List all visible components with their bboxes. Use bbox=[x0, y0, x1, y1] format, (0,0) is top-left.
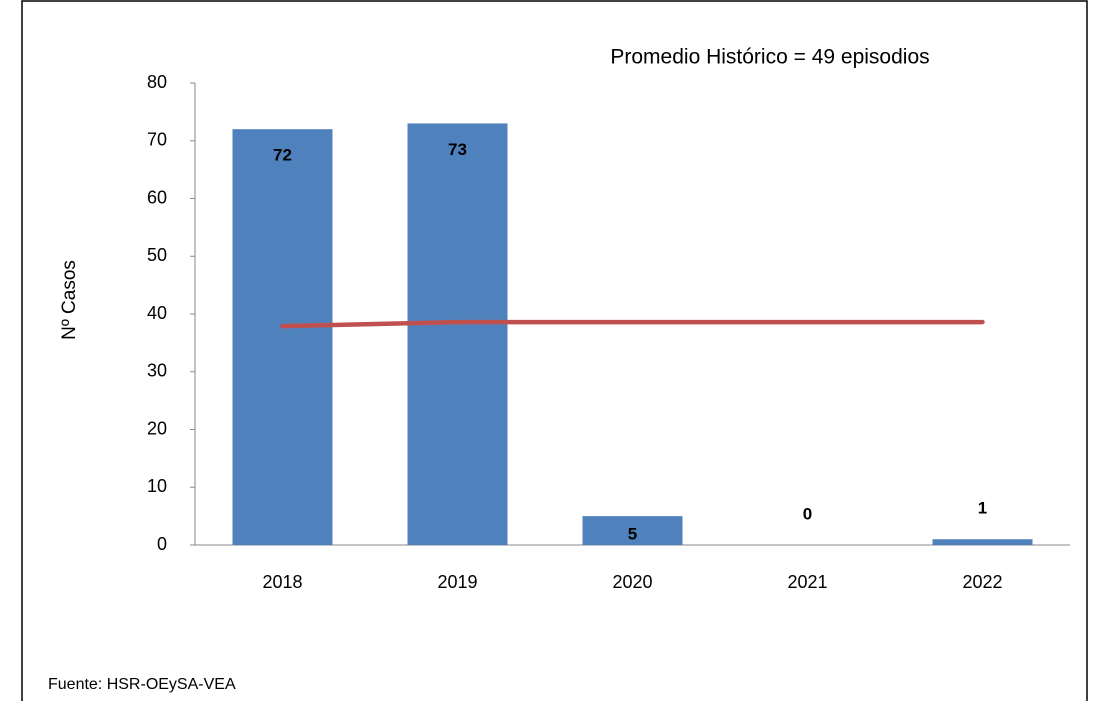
x-tick-label: 2018 bbox=[262, 572, 302, 592]
y-tick-label: 50 bbox=[147, 245, 167, 265]
y-axis-label: Nº Casos bbox=[59, 260, 80, 340]
annotation: Promedio Histórico = 49 episodios bbox=[610, 46, 929, 69]
x-tick-label: 2020 bbox=[612, 572, 652, 592]
y-tick-label: 20 bbox=[147, 418, 167, 438]
y-tick-label: 80 bbox=[147, 72, 167, 92]
data-label: 5 bbox=[628, 524, 637, 543]
data-label: 1 bbox=[978, 499, 987, 518]
bar bbox=[407, 123, 508, 546]
y-tick-label: 30 bbox=[147, 361, 167, 381]
bar bbox=[932, 539, 1033, 545]
x-tick-label: 2022 bbox=[962, 572, 1002, 592]
data-label: 0 bbox=[803, 504, 812, 523]
bar bbox=[232, 129, 333, 545]
y-tick-label: 10 bbox=[147, 476, 167, 496]
y-tick-label: 60 bbox=[147, 187, 167, 207]
y-tick-label: 0 bbox=[157, 534, 167, 554]
chart-frame bbox=[21, 0, 1088, 701]
bar bbox=[582, 516, 683, 545]
data-label: 72 bbox=[273, 146, 292, 165]
x-tick-label: 2019 bbox=[437, 572, 477, 592]
y-tick-label: 70 bbox=[147, 130, 167, 150]
data-label: 73 bbox=[448, 140, 467, 159]
y-tick-label: 40 bbox=[147, 303, 167, 323]
line bbox=[280, 319, 985, 329]
source-note: Fuente: HSR-OEySA-VEA bbox=[48, 676, 236, 693]
x-tick-label: 2021 bbox=[787, 572, 827, 592]
